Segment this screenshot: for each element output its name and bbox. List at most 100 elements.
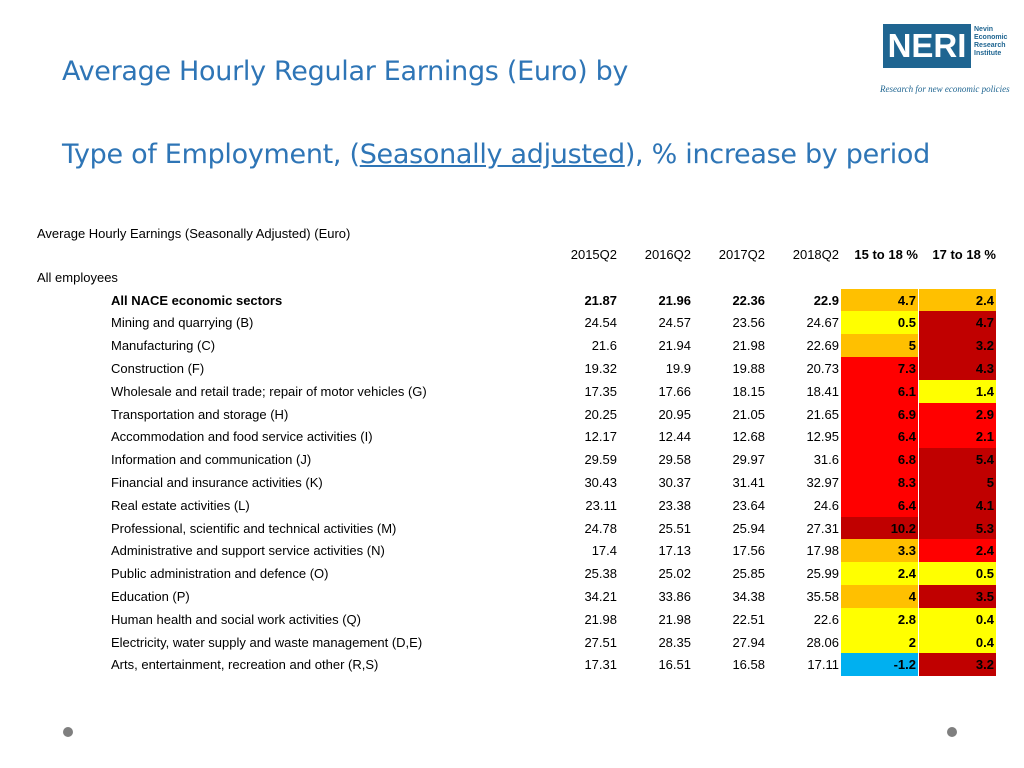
- pct-change-cell: 6.8: [841, 448, 918, 471]
- earnings-cell: 31.41: [732, 475, 765, 490]
- row-label: Education (P): [111, 589, 190, 604]
- row-label: Arts, entertainment, recreation and othe…: [111, 657, 379, 672]
- row-label: Real estate activities (L): [111, 498, 250, 513]
- pct-change-cell: 8.3: [841, 471, 918, 494]
- earnings-cell: 22.51: [732, 612, 765, 627]
- earnings-cell: 21.98: [658, 612, 691, 627]
- pct-change-cell: -1.2: [841, 653, 918, 676]
- earnings-cell: 12.17: [584, 429, 617, 444]
- pct-change-cell: 3.3: [841, 539, 918, 562]
- earnings-cell: 20.95: [658, 407, 691, 422]
- earnings-cell: 27.31: [806, 521, 839, 536]
- earnings-cell: 12.44: [658, 429, 691, 444]
- seasonally-adjusted-link[interactable]: Seasonally adjusted: [359, 139, 625, 170]
- earnings-cell: 24.54: [584, 315, 617, 330]
- table-row: Arts, entertainment, recreation and othe…: [0, 653, 1024, 676]
- table-row: Real estate activities (L) 23.11 23.38 23.6…: [0, 494, 1024, 517]
- earnings-cell: 31.6: [813, 452, 839, 467]
- pct-change-cell: 6.9: [841, 403, 918, 426]
- earnings-cell: 12.68: [732, 429, 765, 444]
- earnings-cell: 21.87: [584, 293, 617, 308]
- earnings-cell: 27.51: [584, 635, 617, 650]
- column-header: 17 to 18 %: [932, 247, 996, 262]
- row-label: Administrative and support service activ…: [111, 543, 385, 558]
- pct-change-cell: 5.4: [919, 448, 996, 471]
- table-row: Financial and insurance activities (K) 30…: [0, 471, 1024, 494]
- pct-change-cell: 4.7: [841, 289, 918, 312]
- earnings-cell: 34.38: [732, 589, 765, 604]
- table-row: All NACE economic sectors 21.87 21.96 22.36…: [0, 289, 1024, 312]
- pct-change-cell: 2.1: [919, 425, 996, 448]
- pct-change-cell: 2.4: [919, 289, 996, 312]
- neri-logo-mark: NERI: [883, 24, 971, 68]
- earnings-cell: 17.66: [658, 384, 691, 399]
- table-row: Education (P) 34.21 33.86 34.38 35.58 4 3.5: [0, 585, 1024, 608]
- table-row: Information and communication (J) 29.59 29…: [0, 448, 1024, 471]
- earnings-cell: 21.96: [658, 293, 691, 308]
- earnings-cell: 16.58: [732, 657, 765, 672]
- earnings-cell: 22.36: [732, 293, 765, 308]
- earnings-cell: 24.6: [813, 498, 839, 513]
- earnings-cell: 32.97: [806, 475, 839, 490]
- neri-logo-fullname: Nevin Economic Research Institute: [974, 26, 1008, 57]
- table-row: Manufacturing (C) 21.6 21.94 21.98 22.69 5 3.2: [0, 334, 1024, 357]
- earnings-cell: 35.58: [806, 589, 839, 604]
- earnings-cell: 19.9: [665, 361, 691, 376]
- group-row: All employees: [0, 266, 1024, 289]
- earnings-cell: 17.13: [658, 543, 691, 558]
- slide-title-line-1: Average Hourly Regular Earnings (Euro) b…: [62, 56, 629, 87]
- pct-change-cell: 3.2: [919, 653, 996, 676]
- row-label: Human health and social work activities …: [111, 612, 361, 627]
- earnings-cell: 17.4: [591, 543, 617, 558]
- earnings-cell: 25.38: [584, 566, 617, 581]
- pct-change-cell: 2: [841, 631, 918, 654]
- column-header: 2017Q2: [718, 247, 765, 262]
- pct-change-cell: 1.4: [919, 380, 996, 403]
- pct-change-cell: 0.4: [919, 631, 996, 654]
- pct-change-cell: 5: [841, 334, 918, 357]
- earnings-cell: 21.65: [806, 407, 839, 422]
- group-label: All employees: [37, 269, 118, 285]
- column-header: 2016Q2: [644, 247, 691, 262]
- column-header: 15 to 18 %: [854, 247, 918, 262]
- earnings-cell: 28.06: [806, 635, 839, 650]
- title-text-prefix: Type of Employment, (: [62, 139, 360, 170]
- earnings-cell: 16.51: [658, 657, 691, 672]
- table-row: Mining and quarrying (B) 24.54 24.57 23.56 2…: [0, 311, 1024, 334]
- earnings-cell: 34.21: [584, 589, 617, 604]
- earnings-cell: 28.35: [658, 635, 691, 650]
- row-label: Electricity, water supply and waste mana…: [111, 635, 423, 650]
- column-header: 2018Q2: [792, 247, 839, 262]
- pct-change-cell: 6.4: [841, 494, 918, 517]
- earnings-cell: 27.94: [732, 635, 765, 650]
- earnings-cell: 20.25: [584, 407, 617, 422]
- slide-dot-left: [63, 727, 73, 737]
- earnings-cell: 21.98: [732, 338, 765, 353]
- earnings-cell: 21.94: [658, 338, 691, 353]
- column-header: 2015Q2: [570, 247, 617, 262]
- earnings-cell: 22.6: [813, 612, 839, 627]
- row-label: Wholesale and retail trade; repair of mo…: [111, 384, 427, 399]
- table-row: Administrative and support service activ…: [0, 539, 1024, 562]
- pct-change-cell: 2.9: [919, 403, 996, 426]
- pct-change-cell: 2.4: [841, 562, 918, 585]
- earnings-cell: 17.98: [806, 543, 839, 558]
- neri-logo-tagline: Research for new economic policies: [880, 84, 1010, 94]
- earnings-cell: 24.57: [658, 315, 691, 330]
- pct-change-cell: 0.5: [841, 311, 918, 334]
- pct-change-cell: 4: [841, 585, 918, 608]
- row-label: Professional, scientific and technical a…: [111, 521, 397, 536]
- slide-title-line-2: Type of Employment, (Seasonally adjusted…: [62, 139, 930, 170]
- pct-change-cell: 2.8: [841, 608, 918, 631]
- pct-change-cell: 5.3: [919, 517, 996, 540]
- earnings-cell: 18.41: [806, 384, 839, 399]
- earnings-cell: 17.31: [584, 657, 617, 672]
- earnings-cell: 33.86: [658, 589, 691, 604]
- table-row: Construction (F) 19.32 19.9 19.88 20.73 7.3 4.…: [0, 357, 1024, 380]
- earnings-cell: 29.97: [732, 452, 765, 467]
- earnings-cell: 24.67: [806, 315, 839, 330]
- earnings-cell: 17.35: [584, 384, 617, 399]
- earnings-cell: 24.78: [584, 521, 617, 536]
- earnings-cell: 22.9: [813, 293, 839, 308]
- pct-change-cell: 0.5: [919, 562, 996, 585]
